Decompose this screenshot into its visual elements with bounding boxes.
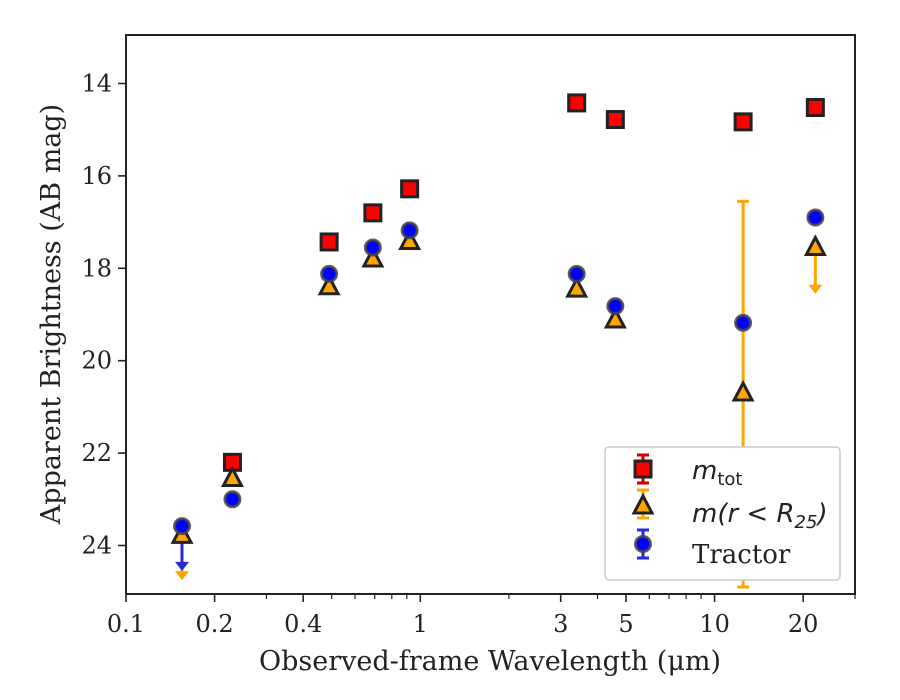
point-square: [363, 203, 383, 223]
legend-label-tractor: Tractor: [692, 540, 791, 570]
legend-label-mtot: mtot: [692, 456, 742, 490]
y-tick-label: 20: [81, 347, 112, 375]
x-tick-label: 0.2: [196, 610, 234, 638]
y-tick-label: 24: [81, 531, 112, 559]
point-square: [605, 110, 625, 130]
point-circle: [400, 221, 419, 240]
point-square: [319, 232, 339, 252]
point-circle: [173, 517, 192, 536]
legend: mtot m(r < R25) Tractor: [604, 446, 841, 581]
point-triangle: [803, 234, 827, 257]
legend-box: [604, 446, 841, 581]
point-circle: [363, 238, 382, 257]
point-square: [400, 179, 420, 199]
point-square: [567, 93, 587, 113]
legend-markers: [631, 453, 655, 560]
point-triangle: [603, 306, 627, 329]
x-axis-title: Observed-frame Wavelength (μm): [259, 646, 721, 677]
point-circle: [734, 313, 753, 332]
point-square: [733, 112, 753, 132]
y-tick-label: 18: [81, 254, 112, 282]
point-triangle: [565, 275, 589, 298]
legend-marker-circle: [634, 535, 652, 553]
point-circle: [320, 264, 339, 283]
x-tick-label: 10: [699, 610, 730, 638]
y-tick-label: 16: [81, 162, 112, 190]
y-tick-label: 22: [81, 439, 112, 467]
upper-limit-arrow-head: [175, 561, 190, 571]
upper-limit-arrow-head: [175, 571, 190, 581]
legend-marker-square: [633, 459, 653, 479]
point-triangle: [220, 465, 244, 488]
y-axis-title: Apparent Brightness (AB mag): [36, 104, 67, 525]
axis-ticks: 0.1 0.2 0.4 1 3 5 10 20 14 16 18 20 22 24: [81, 70, 856, 638]
x-tick-label: 3: [553, 610, 568, 638]
upper-limit-arrow-head: [808, 284, 823, 294]
y-tick-label: 14: [81, 70, 112, 98]
legend-label-mr: m(r < R25): [692, 499, 828, 533]
x-tick-label: 0.4: [284, 610, 322, 638]
point-circle: [806, 208, 825, 227]
point-circle: [606, 297, 625, 316]
x-tick-label: 5: [618, 610, 633, 638]
point-circle: [223, 490, 242, 509]
point-triangle: [317, 273, 341, 296]
point-triangle: [731, 379, 755, 402]
x-tick-label: 20: [788, 610, 819, 638]
point-triangle: [361, 245, 385, 268]
point-square: [805, 98, 825, 118]
point-triangle: [398, 228, 422, 251]
plot-frame: [125, 34, 856, 595]
x-tick-label: 1: [413, 610, 428, 638]
point-circle: [567, 264, 586, 283]
data-marks: [170, 93, 827, 589]
x-tick-label: 0.1: [107, 610, 145, 638]
legend-marker-triangle: [631, 492, 655, 515]
